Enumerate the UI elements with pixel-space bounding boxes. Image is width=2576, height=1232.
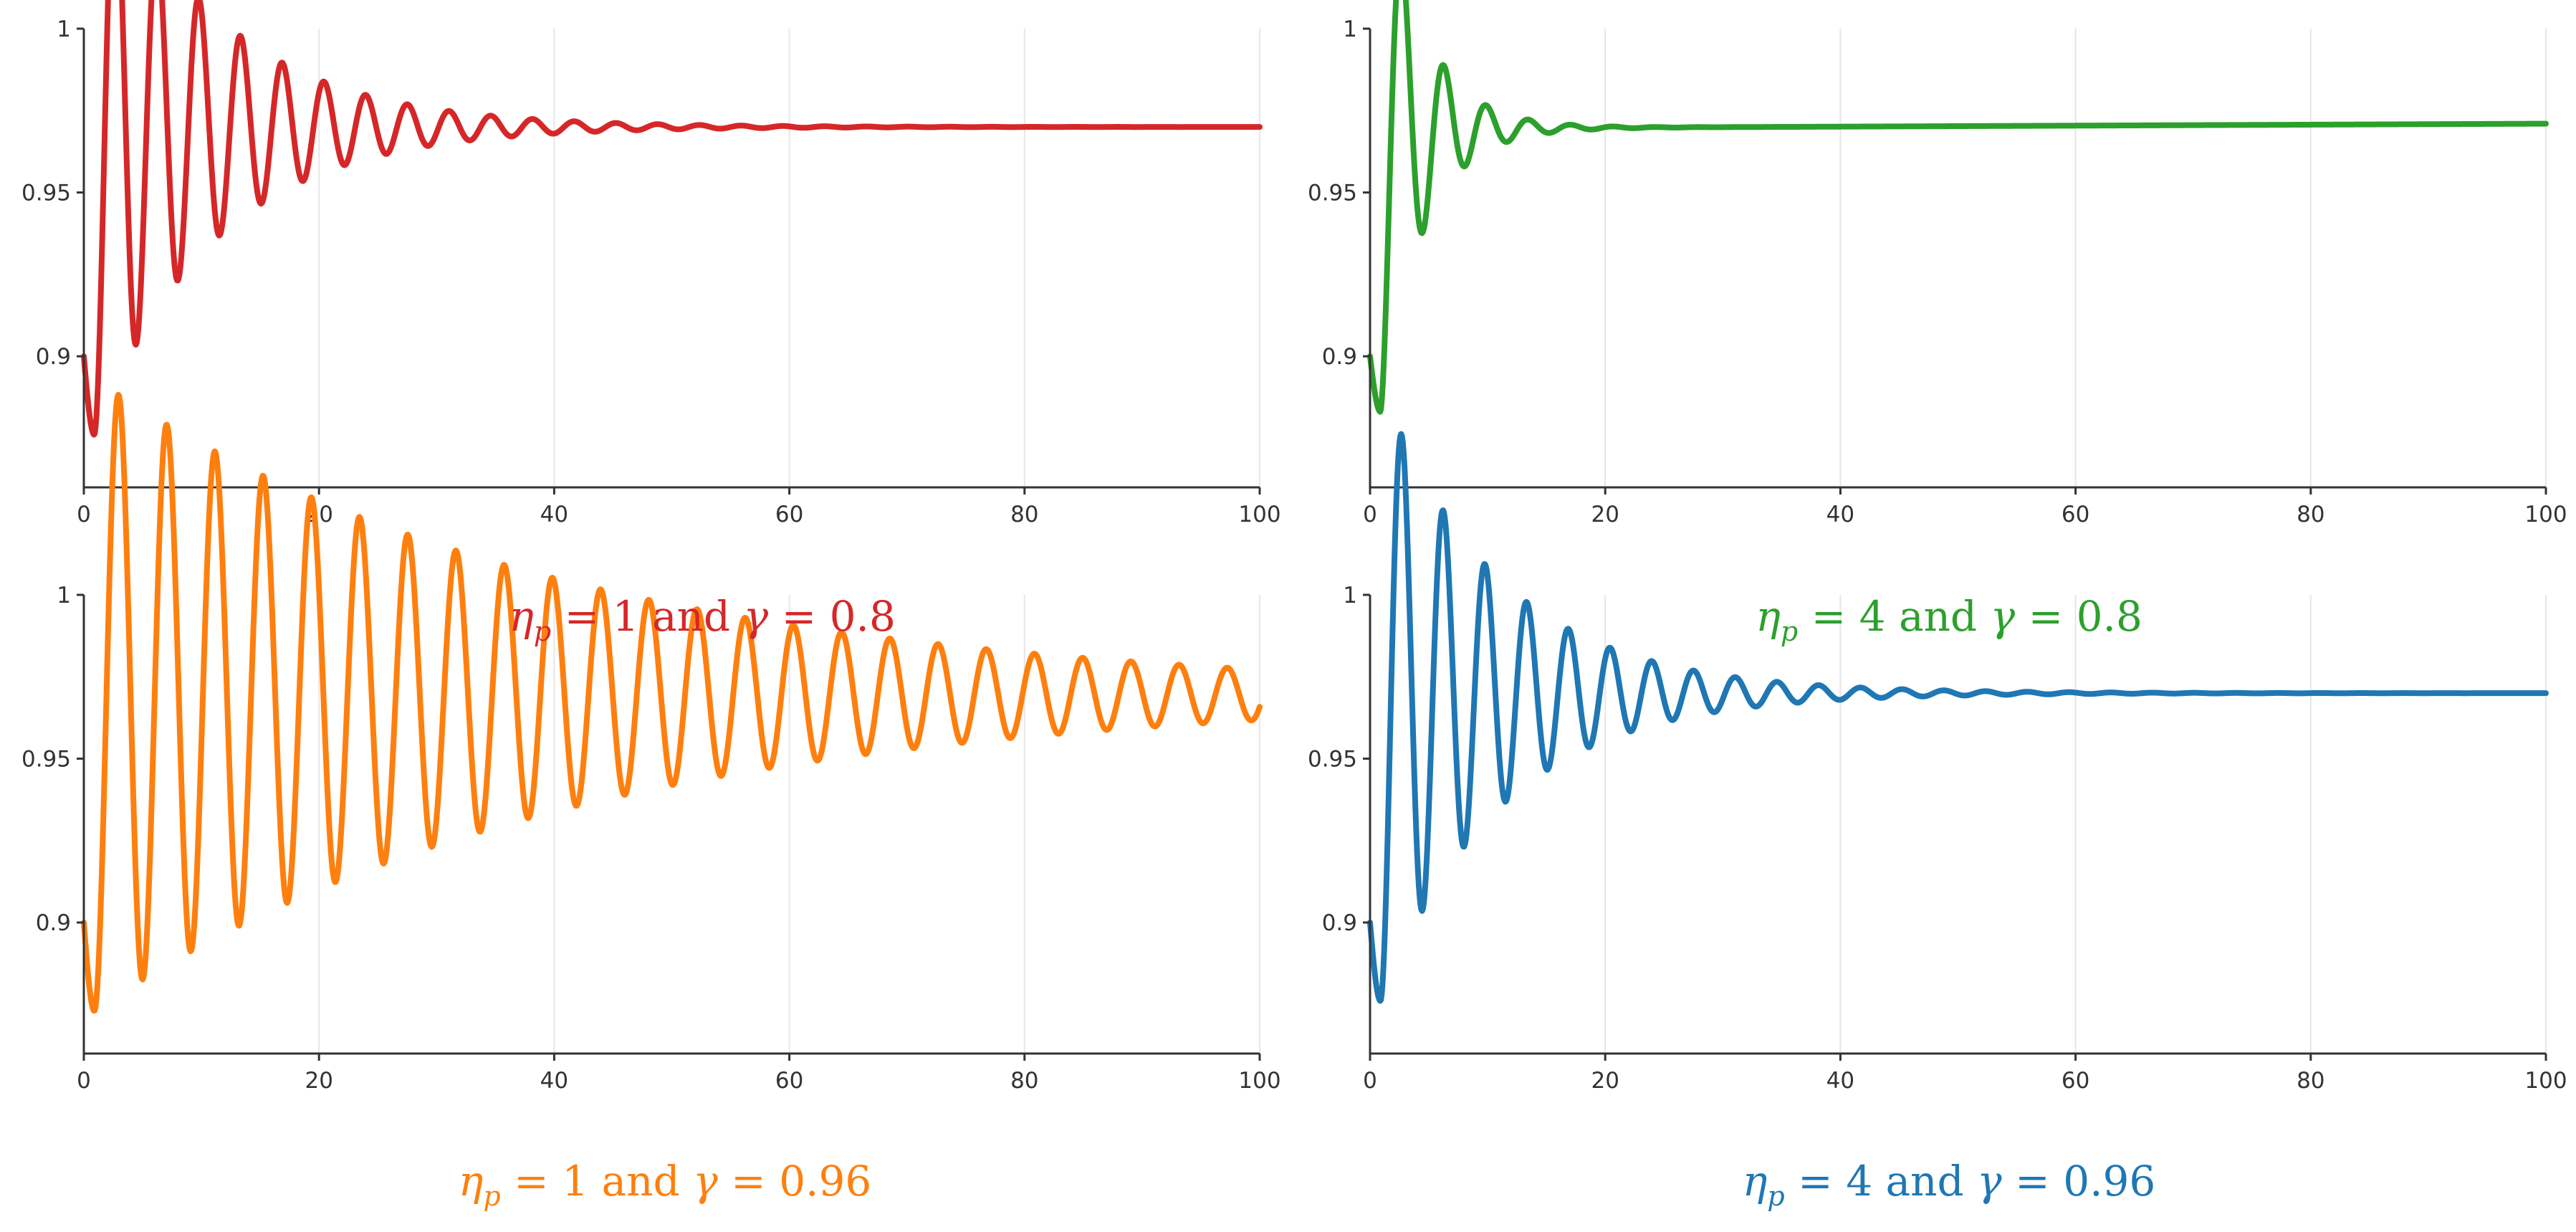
bottom-right-y-tick-label-1: 0.95 bbox=[1308, 747, 1357, 773]
bottom-right-series-line bbox=[1367, 431, 2549, 1004]
top-left-x-tick-label-80: 80 bbox=[1010, 502, 1038, 527]
top-left-x-tick-label-40: 40 bbox=[540, 502, 568, 527]
bottom-right-x-tick-label-80: 80 bbox=[2297, 1068, 2324, 1094]
caption-bottom-left: ηp = 1 and γ = 0.96 bbox=[459, 1157, 872, 1212]
top-right-x-tick-label-20: 20 bbox=[1591, 502, 1619, 527]
top-right-y-tick-label-0: 1 bbox=[1343, 16, 1357, 42]
bottom-left-x-tick-label-20: 20 bbox=[305, 1068, 332, 1094]
bottom-left-y-tick-label-2: 0.9 bbox=[36, 910, 71, 936]
top-right-series-line bbox=[1367, 0, 2549, 415]
top-right-y-tick-label-2: 0.9 bbox=[1322, 344, 1357, 370]
bottom-right-x-tick-label-20: 20 bbox=[1591, 1068, 1619, 1094]
bottom-left-x-tick-label-80: 80 bbox=[1010, 1068, 1038, 1094]
bottom-left-x-tick-label-60: 60 bbox=[775, 1068, 803, 1094]
chart-panel-bottom-left: 0 20 40 60 80 100 1 0.95 0.9 bbox=[21, 391, 1281, 1094]
bottom-right-x-tick-label-60: 60 bbox=[2062, 1068, 2089, 1094]
bottom-right-x-tick-label-0: 0 bbox=[1363, 1068, 1377, 1094]
top-right-y-tick-label-1: 0.95 bbox=[1308, 181, 1357, 206]
caption-bottom-right: ηp = 4 and γ = 0.96 bbox=[1743, 1157, 2156, 1212]
bottom-left-series-line bbox=[81, 391, 1263, 1014]
top-right-x-tick-label-40: 40 bbox=[1826, 502, 1854, 527]
caption-top-right: ηp = 4 and γ = 0.8 bbox=[1756, 592, 2142, 647]
top-right-x-tick-label-100: 100 bbox=[2524, 502, 2567, 527]
chart-panel-bottom-right: 0 20 40 60 80 100 1 0.95 0.9 bbox=[1308, 431, 2567, 1094]
top-left-x-tick-label-0: 0 bbox=[77, 502, 91, 527]
caption-top-left: ηp = 1 and γ = 0.8 bbox=[509, 592, 896, 647]
bottom-left-y-tick-label-0: 1 bbox=[57, 583, 71, 608]
top-left-x-tick-label-60: 60 bbox=[775, 502, 803, 527]
top-left-y-tick-label-0: 1 bbox=[57, 16, 71, 42]
chart-panel-top-right: 0 20 40 60 80 100 1 0.95 0.9 bbox=[1308, 0, 2567, 527]
bottom-left-x-tick-label-100: 100 bbox=[1238, 1068, 1280, 1094]
bottom-left-x-tick-label-0: 0 bbox=[77, 1068, 91, 1094]
top-left-x-tick-label-100: 100 bbox=[1238, 502, 1280, 527]
top-right-x-tick-label-60: 60 bbox=[2062, 502, 2089, 527]
top-right-x-tick-label-0: 0 bbox=[1363, 502, 1377, 527]
top-left-y-tick-label-1: 0.95 bbox=[21, 181, 71, 206]
bottom-right-y-tick-label-2: 0.9 bbox=[1322, 910, 1357, 936]
bottom-right-x-tick-label-40: 40 bbox=[1826, 1068, 1854, 1094]
bottom-right-y-tick-label-0: 1 bbox=[1343, 583, 1357, 608]
bottom-left-y-tick-label-1: 0.95 bbox=[21, 747, 71, 773]
bottom-left-x-tick-label-40: 40 bbox=[540, 1068, 568, 1094]
top-right-x-tick-label-80: 80 bbox=[2297, 502, 2324, 527]
top-left-y-tick-label-2: 0.9 bbox=[36, 344, 71, 370]
bottom-right-x-tick-label-100: 100 bbox=[2524, 1068, 2567, 1094]
top-left-series-line bbox=[81, 0, 1263, 438]
